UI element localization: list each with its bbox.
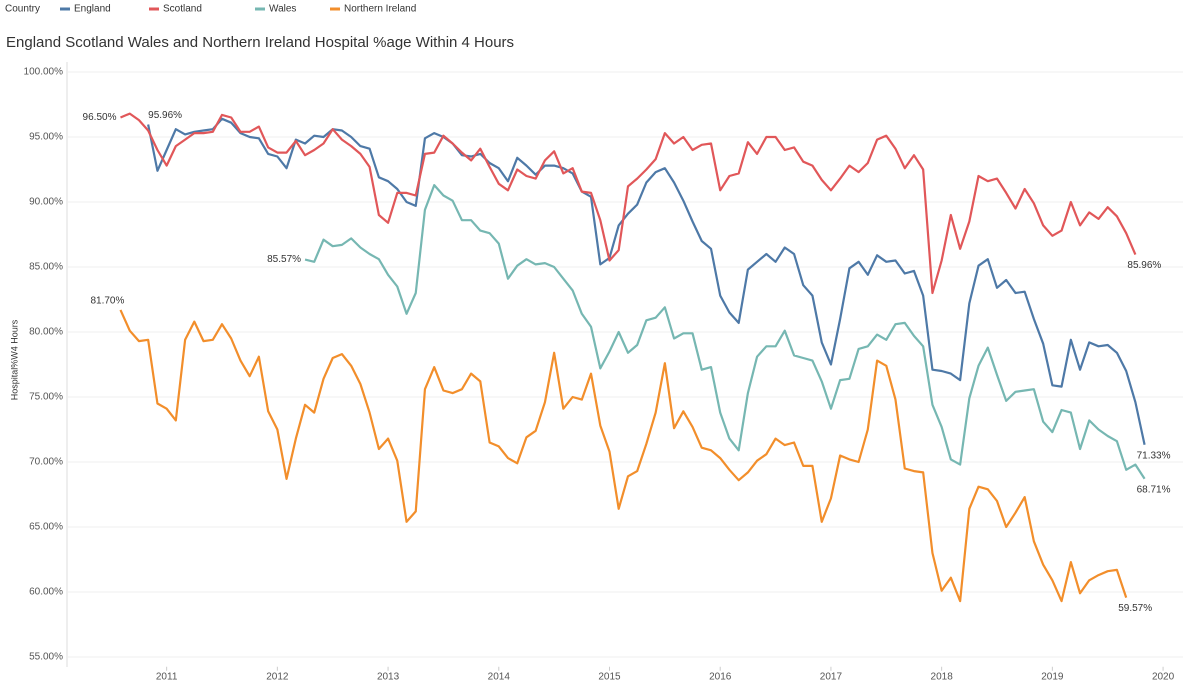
x-tick-label: 2020 (1152, 671, 1175, 682)
y-axis-title: Hospital%W4 Hours (9, 319, 19, 400)
series-line (119, 309, 1128, 603)
legend-label: England (74, 4, 111, 15)
value-label: 95.96% (148, 110, 182, 121)
legend-label: Northern Ireland (344, 4, 416, 15)
y-tick-label: 55.00% (29, 652, 63, 663)
series-line (304, 184, 1146, 480)
y-tick-label: 60.00% (29, 587, 63, 598)
plot-area: 95.96% 71.33% 96.50% 85.96% 85.57% 68.71% 81.7… (83, 110, 1171, 614)
y-tick-label: 90.00% (29, 197, 63, 208)
y-tick-label: 100.00% (24, 67, 64, 78)
value-label: 81.70% (90, 296, 124, 307)
legend-label: Wales (269, 4, 296, 15)
value-label: 96.50% (83, 112, 117, 123)
chart-title: England Scotland Wales and Northern Irel… (6, 34, 514, 51)
x-tick-label: 2011 (156, 671, 178, 682)
x-tick-label: 2014 (488, 671, 511, 682)
series-line (120, 112, 1137, 295)
y-tick-label: 65.00% (29, 522, 63, 533)
y-tick-label: 70.00% (29, 457, 63, 468)
y-tick-label: 80.00% (29, 327, 63, 338)
y-tick-label: 85.00% (29, 262, 63, 273)
x-tick-label: 2016 (709, 671, 732, 682)
x-tick-label: 2017 (820, 671, 843, 682)
series-line (147, 117, 1146, 445)
y-tick-label: 95.00% (29, 132, 63, 143)
value-label: 59.57% (1118, 603, 1152, 614)
legend-label: Scotland (163, 4, 202, 15)
value-label: 71.33% (1137, 450, 1171, 461)
x-tick-label: 2013 (377, 671, 400, 682)
value-label: 85.57% (267, 254, 301, 265)
legend-title: Country (5, 4, 40, 15)
x-tick-label: 2015 (598, 671, 621, 682)
x-tick-label: 2019 (1041, 671, 1064, 682)
y-tick-label: 75.00% (29, 392, 63, 403)
x-tick-label: 2012 (266, 671, 289, 682)
x-tick-label: 2018 (931, 671, 954, 682)
value-label: 68.71% (1137, 484, 1171, 495)
value-label: 85.96% (1127, 260, 1161, 271)
